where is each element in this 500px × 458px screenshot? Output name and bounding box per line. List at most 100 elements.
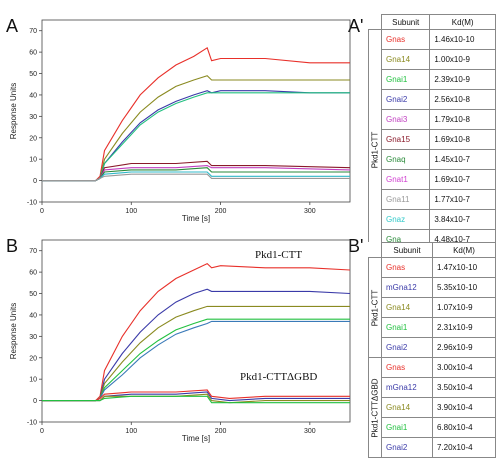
group-label: Pkd1-CTT	[368, 29, 382, 270]
table-row: Gna14 1.00x10-9	[369, 49, 496, 70]
y-tick-label: 20	[29, 355, 37, 362]
y-tick-label: 40	[29, 312, 37, 319]
table-row: Gna11 1.77x10-7	[369, 189, 496, 210]
table-corner	[369, 243, 382, 258]
x-tick-label: 300	[304, 428, 316, 435]
table-row: Gnai1 6.80x10-4	[369, 417, 497, 438]
y-tick-label: 50	[29, 291, 37, 298]
column-header-subunit: Subunit	[381, 242, 433, 258]
x-axis-label: Time [s]	[182, 214, 210, 223]
table-row: Pkd1-CTTΔGBD Gnas 3.00x10-4	[368, 357, 497, 458]
table-row: Gna14 3.90x10-4	[369, 397, 497, 418]
panel-label-a: A	[6, 16, 19, 36]
table-corner	[369, 15, 382, 30]
table-row: Gnaq 1.45x10-7	[369, 149, 496, 170]
kd-cell: 1.46x10-10	[429, 29, 496, 50]
plot-frame	[41, 239, 351, 423]
subunit-cell: Gnai3	[380, 109, 431, 130]
kd-table-b-prime: Subunit Kd(M) Pkd1-CTT Gnas 1.47x10-10 mGna…	[368, 242, 497, 458]
series-line	[42, 320, 350, 402]
subunit-cell: Gnai1	[380, 69, 431, 90]
x-axis-label: Time [s]	[182, 434, 210, 443]
column-header-kd: Kd(M)	[429, 14, 496, 30]
x-tick-label: 200	[215, 428, 227, 435]
y-axis-label: Response Units	[9, 303, 18, 359]
subunit-cell: Gnas	[380, 29, 431, 50]
group-label: Pkd1-CTTΔGBD	[368, 357, 382, 458]
kd-cell: 5.35x10-10	[431, 277, 497, 298]
subunit-cell: Gnai2	[380, 89, 431, 110]
table-row: Gnai1 2.31x10-9	[369, 317, 497, 338]
subunit-cell: Gnaz	[380, 209, 431, 230]
y-tick-label: 10	[29, 157, 37, 164]
table-row: mGna12 3.50x10-4	[369, 377, 497, 398]
group-label: Pkd1-CTT	[368, 257, 382, 358]
y-tick-label: -10	[27, 200, 37, 207]
x-tick-label: 300	[304, 208, 316, 215]
y-tick-label: 70	[29, 248, 37, 255]
kd-cell: 1.77x10-7	[429, 189, 496, 210]
subunit-cell: Gnas	[381, 357, 433, 378]
series-line	[42, 305, 350, 402]
y-tick-label: 60	[29, 50, 37, 57]
subunit-cell: Gnai2	[381, 337, 433, 358]
subunit-cell: Gnai1	[381, 317, 433, 338]
column-header-subunit: Subunit	[380, 14, 431, 30]
plot-frame	[41, 19, 351, 203]
kd-table-a-prime: Subunit Kd(M) Pkd1-CTT Gnas 1.46x10-10 Gna1…	[368, 14, 496, 270]
table-row: Gnaz 3.84x10-7	[369, 209, 496, 230]
subunit-cell: mGna12	[381, 377, 433, 398]
y-tick-label: 20	[29, 135, 37, 142]
x-tick-label: 0	[40, 428, 44, 435]
subunit-cell: Gna14	[381, 297, 433, 318]
subunit-cell: Gna11	[380, 189, 431, 210]
x-tick-label: 100	[125, 428, 137, 435]
panel-label-b: B	[6, 236, 19, 256]
table-row: Pkd1-CTT Gnas 1.47x10-10	[368, 257, 497, 358]
panel-label-b-prime: B'	[348, 236, 364, 256]
x-tick-label: 200	[215, 208, 227, 215]
subunit-cell: Gna14	[381, 397, 433, 418]
annotation-pkd1-ctt-dgbd: Pkd1-CTTΔGBD	[240, 371, 317, 383]
kd-cell: 1.45x10-7	[429, 149, 496, 170]
group-label-text: Pkd1-CTTΔGBD	[370, 377, 380, 438]
subunit-cell: Gnaq	[380, 149, 431, 170]
panel-label-a-prime: A'	[348, 16, 364, 36]
kd-cell: 3.90x10-4	[431, 397, 497, 418]
kd-cell: 1.07x10-9	[431, 297, 497, 318]
group-label-text: Pkd1-CTT	[370, 289, 380, 326]
subunit-cell: Gnai1	[381, 417, 433, 438]
series-line	[42, 46, 350, 182]
y-tick-label: 0	[33, 178, 37, 185]
kd-cell: 3.84x10-7	[429, 209, 496, 230]
y-tick-label: 60	[29, 270, 37, 277]
kd-cell: 3.00x10-4	[431, 357, 497, 378]
series-line	[42, 389, 350, 402]
subunit-cell: Gna14	[380, 49, 431, 70]
table-row: Gnai2 7.20x10-4	[369, 437, 497, 458]
y-tick-label: 40	[29, 92, 37, 99]
y-tick-label: 50	[29, 71, 37, 78]
x-tick-label: 100	[125, 208, 137, 215]
subunit-cell: Gna15	[380, 129, 431, 150]
kd-cell: 3.50x10-4	[431, 377, 497, 398]
subunit-cell: mGna12	[381, 277, 433, 298]
table-row: Gna14 1.07x10-9	[369, 297, 497, 318]
table-row: Gnat1 1.69x10-7	[369, 169, 496, 190]
table-row: Pkd1-CTT Gnas 1.46x10-10	[368, 29, 496, 270]
table-row: Gnai1 2.39x10-9	[369, 69, 496, 90]
subunit-cell: Gnai2	[381, 437, 433, 458]
subunit-cell: Gnas	[381, 257, 433, 278]
column-header-kd: Kd(M)	[431, 242, 497, 258]
table-row: mGna12 5.35x10-10	[369, 277, 497, 298]
y-tick-label: 30	[29, 114, 37, 121]
kd-cell: 1.69x10-8	[429, 129, 496, 150]
kd-cell: 1.47x10-10	[431, 257, 497, 278]
group-label-text: Pkd1-CTT	[370, 131, 380, 168]
table-row: Gnai3 1.79x10-8	[369, 109, 496, 130]
kd-cell: 2.56x10-8	[429, 89, 496, 110]
kd-cell: 7.20x10-4	[431, 437, 497, 458]
y-axis-label: Response Units	[9, 83, 18, 139]
